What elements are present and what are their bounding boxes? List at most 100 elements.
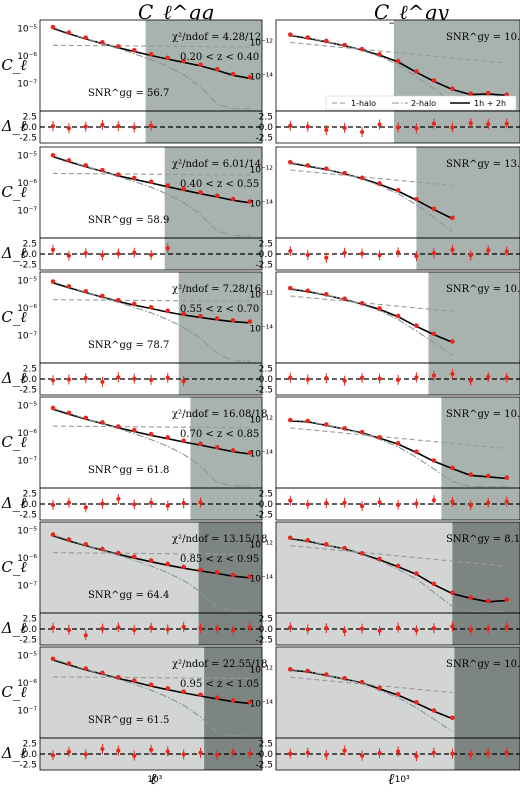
data-point bbox=[324, 542, 329, 547]
residual-tick-label: -2.5 bbox=[19, 386, 37, 396]
data-point bbox=[431, 581, 437, 587]
residual-axis-label: Δ_ℓ bbox=[1, 744, 27, 762]
y-tick-label: 10⁻⁶ bbox=[17, 679, 37, 689]
residual-point bbox=[50, 247, 56, 252]
data-point bbox=[148, 558, 154, 563]
data-point bbox=[198, 190, 203, 195]
residual-axis-label: Δ_ℓ bbox=[1, 117, 27, 135]
residual-point bbox=[396, 749, 401, 754]
y-tick-label: 10⁻¹² bbox=[250, 290, 274, 300]
y-tick-label: 10⁻⁶ bbox=[17, 429, 37, 439]
residual-point bbox=[468, 752, 473, 757]
data-point bbox=[395, 563, 401, 569]
panel-gg-6: 10⁻⁵ 10⁻⁶ 10⁻⁷ 2.50.0-2.5 χ²/ndof = 22.55/18… bbox=[1, 646, 267, 785]
panel-gy-3: 10⁻¹² 10⁻¹⁴ 2.50.0-2.5 SNR^gy = 10.0 bbox=[250, 271, 520, 396]
residual-point bbox=[396, 625, 401, 630]
residual-axis-label: Δ_ℓ bbox=[1, 619, 27, 637]
data-point bbox=[181, 689, 186, 694]
residual-point bbox=[66, 126, 72, 131]
residual-axis-label: Δ_ℓ bbox=[1, 369, 27, 387]
one-halo-curve bbox=[290, 427, 507, 450]
y-axis-label: C_ℓ bbox=[1, 683, 26, 701]
residual-tick-label: -2.5 bbox=[19, 636, 37, 646]
residual-point bbox=[148, 252, 154, 257]
data-point bbox=[214, 444, 220, 450]
residual-point bbox=[342, 500, 347, 505]
chi2-annotation: χ²/ndof = 22.55/18 bbox=[172, 659, 267, 670]
residual-point bbox=[148, 377, 154, 382]
residual-point bbox=[165, 749, 170, 754]
data-point bbox=[468, 91, 474, 97]
residual-point bbox=[116, 496, 121, 502]
one-halo-curve bbox=[52, 299, 250, 302]
y-tick-label: 10⁻⁶ bbox=[17, 304, 37, 314]
excluded-region bbox=[164, 147, 262, 270]
residual-point bbox=[414, 754, 419, 759]
x-axis-label-right: ℓ bbox=[388, 770, 395, 788]
data-point bbox=[116, 297, 121, 303]
two-halo-curve bbox=[290, 287, 453, 356]
data-point bbox=[414, 69, 419, 74]
redshift-bin-annotation: 0.70 < z < 0.85 bbox=[180, 429, 259, 440]
data-point bbox=[324, 422, 329, 427]
data-point bbox=[230, 448, 236, 453]
data-point bbox=[414, 196, 419, 202]
y-tick-label: 10⁻¹² bbox=[250, 165, 274, 175]
data-point bbox=[116, 550, 121, 556]
panel-gy-6: 10⁻¹² 10⁻¹⁴ 2.50.0-2.5 SNR^gy = 10.4 10³ bbox=[250, 646, 520, 785]
residual-tick-label: 0.0 bbox=[259, 500, 274, 510]
data-point bbox=[148, 682, 154, 688]
data-point bbox=[131, 175, 137, 181]
data-point bbox=[450, 590, 455, 596]
y-axis-label: C_ℓ bbox=[1, 433, 26, 451]
residual-point bbox=[132, 502, 137, 507]
data-point bbox=[198, 567, 203, 573]
residual-point bbox=[83, 124, 88, 129]
residual-tick-label: -2.5 bbox=[19, 511, 37, 521]
data-point bbox=[395, 441, 401, 446]
residual-tick-label: 0.0 bbox=[23, 123, 38, 133]
data-point bbox=[148, 304, 154, 310]
residual-point bbox=[359, 129, 365, 135]
residual-point bbox=[431, 626, 437, 631]
y-tick-label: 10⁻¹² bbox=[250, 540, 274, 550]
residual-point bbox=[247, 625, 253, 630]
data-point bbox=[377, 434, 382, 440]
data-point bbox=[66, 410, 72, 416]
y-tick-label: 10⁻⁵ bbox=[17, 276, 37, 286]
snr-annotation: SNR^gg = 61.5 bbox=[88, 715, 169, 726]
residual-point bbox=[230, 750, 236, 755]
residual-point bbox=[116, 748, 121, 753]
data-point bbox=[100, 546, 105, 552]
redshift-bin-annotation: 0.55 < z < 0.70 bbox=[180, 304, 259, 315]
residual-point bbox=[431, 121, 437, 126]
residual-tick-label: 2.5 bbox=[259, 239, 273, 249]
chi2-annotation: χ²/ndof = 4.28/12 bbox=[172, 32, 261, 43]
data-point bbox=[359, 429, 365, 435]
data-point bbox=[468, 595, 474, 600]
data-point bbox=[414, 323, 419, 328]
residual-point bbox=[305, 502, 310, 507]
data-point bbox=[377, 685, 382, 691]
data-point bbox=[181, 186, 186, 192]
residual-point bbox=[431, 251, 437, 256]
residual-point bbox=[324, 752, 329, 757]
residual-tick-label: 2.5 bbox=[23, 489, 37, 499]
data-point bbox=[305, 538, 311, 543]
residual-point bbox=[247, 751, 253, 756]
one-halo-curve bbox=[52, 44, 250, 48]
two-halo-curve bbox=[290, 161, 453, 232]
data-point bbox=[431, 458, 437, 463]
residual-tick-label: 0.0 bbox=[23, 375, 38, 385]
y-tick-label: 10⁻¹⁴ bbox=[250, 450, 274, 460]
excluded-region bbox=[145, 20, 262, 143]
y-tick-label: 10⁻⁵ bbox=[17, 401, 37, 411]
y-tick-label: 10⁻⁶ bbox=[17, 554, 37, 564]
data-point bbox=[50, 532, 56, 537]
data-point bbox=[116, 674, 121, 680]
data-point bbox=[214, 193, 220, 199]
residual-point bbox=[116, 625, 121, 630]
residual-point bbox=[198, 626, 203, 631]
data-point bbox=[181, 58, 186, 64]
